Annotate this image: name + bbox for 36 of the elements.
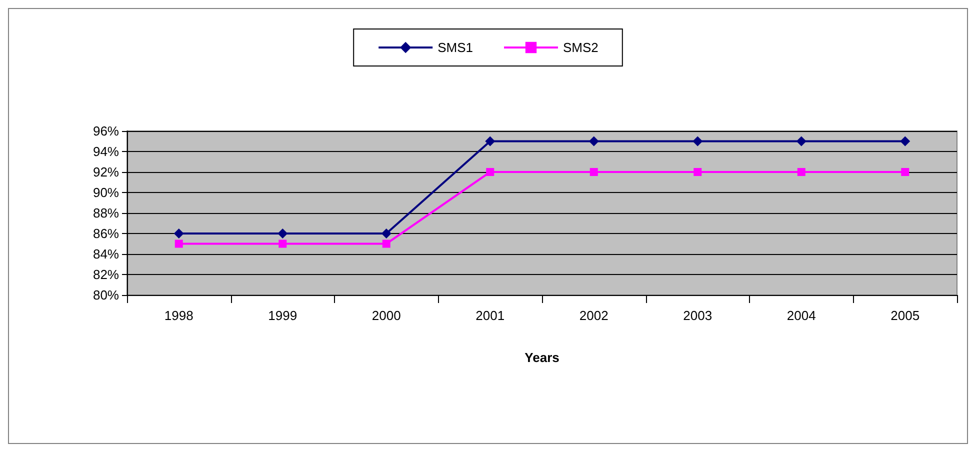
point bbox=[901, 168, 910, 176]
x-tick-label: 1998 bbox=[164, 308, 194, 323]
x-tick-label: 2004 bbox=[786, 308, 816, 323]
y-tick-label: 86% bbox=[92, 226, 120, 241]
point bbox=[590, 168, 598, 176]
y-tick-label: 96% bbox=[92, 124, 120, 138]
point bbox=[174, 228, 184, 238]
x-tick-label: 2002 bbox=[579, 308, 608, 323]
point bbox=[796, 136, 806, 146]
y-tick-label: 92% bbox=[92, 164, 120, 180]
y-tick-label: 82% bbox=[92, 267, 120, 282]
point bbox=[486, 168, 494, 176]
y-tick-label: 94% bbox=[92, 144, 120, 159]
x-tick-label: 2005 bbox=[890, 308, 920, 323]
point bbox=[174, 240, 183, 248]
point bbox=[692, 136, 703, 146]
point bbox=[797, 168, 806, 176]
point bbox=[381, 228, 392, 238]
x-axis-title: Years bbox=[524, 350, 560, 365]
y-tick-label: 88% bbox=[92, 206, 120, 220]
point bbox=[382, 240, 390, 248]
legend-label: SMS2 bbox=[563, 40, 598, 55]
point bbox=[278, 228, 288, 238]
point bbox=[694, 168, 702, 176]
x-tick-label: 2003 bbox=[683, 308, 712, 323]
point bbox=[588, 136, 599, 146]
point bbox=[278, 240, 287, 248]
y-tick-label: 80% bbox=[92, 288, 120, 302]
x-tick-label: 1999 bbox=[268, 308, 298, 323]
point bbox=[485, 136, 496, 146]
legend-label: SMS1 bbox=[438, 40, 474, 55]
point bbox=[900, 136, 910, 146]
y-tick-label: 90% bbox=[92, 185, 120, 200]
y-tick-label: 84% bbox=[92, 246, 120, 262]
x-tick-label: 2001 bbox=[476, 308, 505, 323]
x-tick-label: 2000 bbox=[372, 308, 401, 323]
